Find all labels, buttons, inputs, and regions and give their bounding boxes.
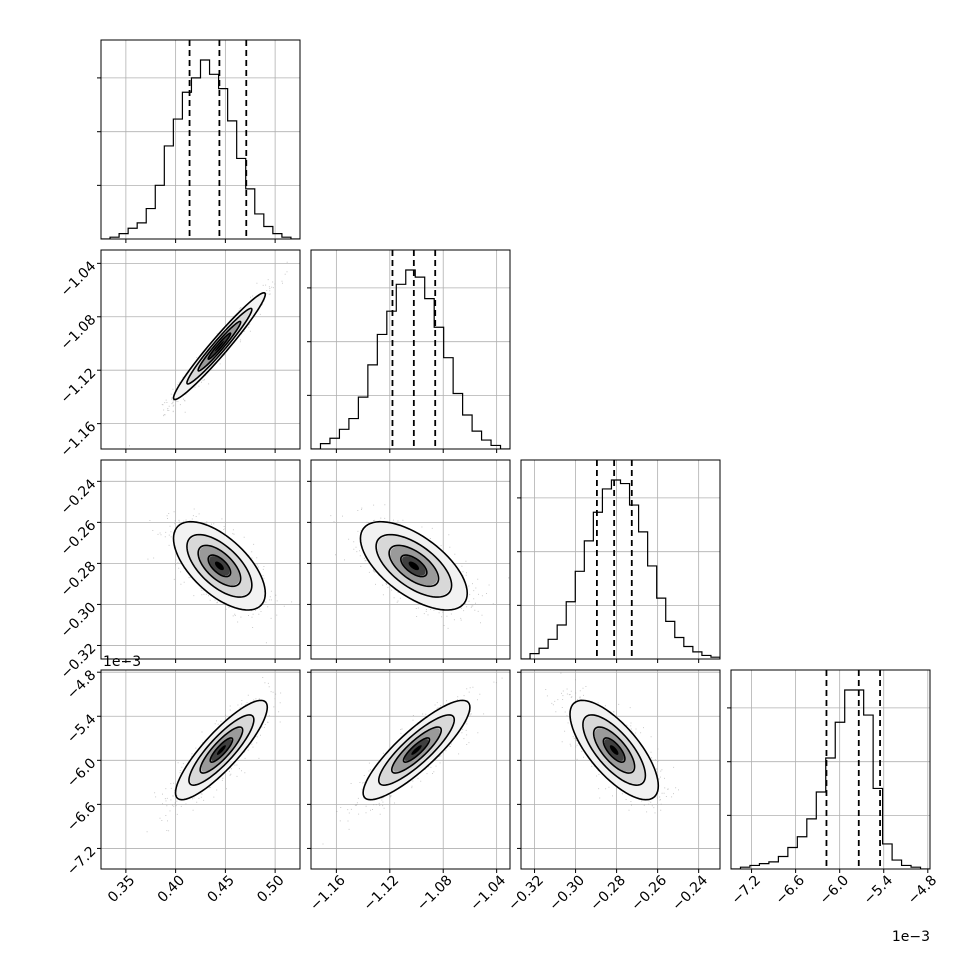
x-tick-label: −6.6 [773,872,808,907]
density-level-4 [214,340,224,352]
pair-content [311,460,510,659]
x-tick-label: −6.0 [817,872,852,907]
y-tick-label: −1.12 [58,365,100,407]
histogram-p0 [101,59,300,239]
panel-frame [310,249,511,450]
contour-2 [197,320,242,372]
contour-0 [569,699,660,801]
x-tick-label: 0.45 [204,872,237,905]
pair-panel-p0-p2 [97,459,301,663]
pair-content [101,250,300,449]
contour-2 [390,726,443,774]
density-level-4 [408,561,420,571]
contour-0 [172,291,267,401]
x-tick-label: −7.2 [729,872,764,907]
pair-content [101,460,300,659]
pair-panel-p0-p1 [97,249,301,453]
histogram-p1 [311,269,510,449]
x-tick-label: −0.30 [546,872,588,914]
pair-content [311,670,510,869]
density-level-4 [609,745,619,755]
contour-0 [174,699,269,801]
x-tick-label: 0.40 [155,872,188,905]
density-level-4 [411,745,422,755]
y-tick-label: −5.4 [64,711,99,746]
x-tick-label: −5.4 [861,872,896,907]
y-tick-label: −0.24 [58,476,100,518]
panel-frame [310,459,511,660]
density-level-4 [214,561,224,571]
x-tick-label: −0.28 [587,872,629,914]
contour-3 [209,737,234,763]
contour-3 [400,554,428,578]
panel-frame [100,459,301,660]
x-tick-label: −1.16 [307,872,349,914]
contour-0 [362,699,471,801]
histogram-panel-p1 [307,249,511,453]
y-tick-label: −7.2 [64,843,99,878]
pair-content [521,670,720,869]
panel-frame [100,669,301,870]
contour-1 [377,714,456,786]
pair-panel-p0-p3 [97,669,301,873]
y-tick-label: −6.0 [64,755,99,790]
panel-frame [310,669,511,870]
panel-frame [520,669,721,870]
pair-content [101,670,300,869]
contour-2 [197,544,242,588]
histogram-panel-p3 [727,669,931,873]
x-tick-label: 0.35 [105,872,138,905]
x-tick-label: −4.8 [905,872,940,907]
contour-1 [188,714,255,786]
y-tick-label: −6.6 [64,799,99,834]
contour-1 [582,714,647,786]
x-offset-label: 1e−3 [892,929,930,945]
panel-frame [520,459,721,660]
y-tick-label: −1.08 [58,312,100,354]
contour-1 [375,533,453,598]
x-tick-label: −0.24 [669,872,711,914]
contour-1 [186,307,253,385]
x-tick-label: −0.26 [628,872,670,914]
histogram-p2 [521,479,720,659]
panel-frame [730,669,931,870]
pair-panel-p1-p3 [307,669,511,873]
y-offset-label: 1e−3 [103,654,141,670]
histogram-panel-p0 [97,39,301,243]
contour-1 [186,533,253,598]
contour-3 [602,737,626,763]
y-tick-label: −1.04 [58,258,100,300]
y-tick-label: −0.26 [58,517,100,559]
histogram-p3 [731,689,930,869]
x-tick-label: 0.50 [254,872,287,905]
y-tick-label: −0.28 [58,558,100,600]
contour-2 [388,544,440,588]
panel-frame [100,249,301,450]
x-tick-label: −0.32 [505,872,547,914]
y-tick-label: −0.30 [58,599,100,641]
pair-panel-p1-p2 [307,459,511,663]
contour-2 [592,726,636,774]
y-tick-label: −1.16 [58,419,100,461]
contour-3 [402,737,431,763]
contour-2 [199,726,244,774]
x-tick-label: −1.04 [467,872,509,914]
contour-3 [207,332,232,360]
x-tick-label: −1.08 [414,872,456,914]
contour-0 [359,520,469,611]
density-level-4 [216,745,226,755]
panel-frame [100,39,301,240]
histogram-panel-p2 [517,459,721,663]
contour-3 [207,554,232,578]
pair-panel-p2-p3 [517,669,721,873]
x-tick-label: −1.12 [361,872,403,914]
contour-0 [172,520,267,611]
